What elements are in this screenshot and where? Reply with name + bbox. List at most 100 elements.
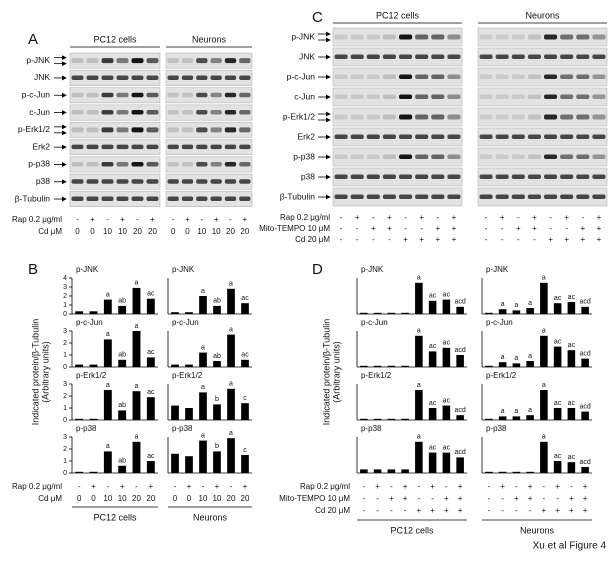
blot-band [181,144,194,150]
condition-value: + [452,235,457,244]
blot-band [196,196,208,202]
blot-band [224,58,237,64]
blot-band [415,154,429,159]
blot-band [196,75,208,80]
condition-value: + [555,506,560,515]
condition-value: - [135,482,138,491]
condition-value: 10 [213,494,222,503]
bar [185,364,193,367]
blot-band [224,92,237,98]
blot-band [210,75,222,80]
significance-label: ab [118,458,126,465]
bar [241,455,249,473]
condition-value: + [403,235,408,244]
bar [428,351,437,367]
blot-strip [477,167,608,187]
bar [553,408,562,420]
group-label: Neurons [520,525,555,535]
blot-strip [477,47,608,67]
blot-band [479,34,493,40]
blot-band [576,74,590,79]
significance-label: acd [454,299,465,306]
blot-band [495,34,509,40]
blot-band [447,174,461,179]
significance-label: acd [579,299,590,306]
blot-band [210,161,222,167]
blot-band [131,127,144,133]
blot-band [576,114,590,120]
bar [428,408,437,420]
blot-strip [165,87,253,104]
bar [360,365,368,367]
blot-band [527,134,541,139]
blot-band [239,127,251,133]
blot-band [544,134,558,139]
blot-band [382,74,396,79]
blot-band [527,194,541,199]
condition-value: - [390,506,393,515]
blot-band [382,34,396,40]
bar [485,312,493,314]
blot-strip [477,27,608,47]
bar [75,311,84,314]
blot-strip [165,52,253,69]
blot-strip [165,156,253,173]
bar [512,310,521,314]
bar [75,364,84,367]
condition-value: + [403,494,408,503]
condition-value: 20 [148,227,157,236]
significance-label: a [514,302,518,309]
significance-label: c [243,447,247,454]
significance-label: a [542,328,546,335]
blot-band [71,144,84,150]
condition-value: - [515,506,518,515]
blot-band [576,194,590,199]
row-label: p-JNK [26,55,50,65]
blot-band [511,174,525,179]
blot-band [196,161,208,167]
significance-label: ac [443,444,451,451]
blot-band [511,74,525,79]
bar [456,355,464,367]
blot-band [366,134,380,139]
bar [213,451,221,473]
y-tick-label: 1 [63,302,67,309]
blot-band [495,174,509,179]
blot-band [479,154,493,159]
blot-band [431,134,445,139]
blot-band [181,75,194,80]
blot-band [415,174,429,179]
blot-band [181,92,194,98]
significance-label: ac [241,352,249,359]
blot-band [576,34,590,40]
bar [567,350,576,367]
bar [227,388,235,420]
blot-band [431,174,445,179]
condition-value: + [532,213,537,222]
condition-value: - [76,215,79,224]
significance-label: a [229,430,233,437]
significance-label: a [135,323,139,330]
significance-label: ac [568,342,576,349]
bar [526,308,534,314]
bar [373,418,382,420]
blot-strip [332,187,463,207]
bar [241,403,249,420]
condition-value: + [542,506,547,515]
group-label: Neurons [525,10,560,20]
panel-label: A [28,31,38,48]
blot-band [415,94,429,99]
significance-label: a [528,407,532,414]
blot-band [382,114,396,120]
blot-band [71,161,84,167]
blot-band [415,194,429,199]
significance-label: ac [554,400,562,407]
blot-strip [69,191,161,207]
blot-band [495,54,509,59]
bar [428,452,437,473]
condition-value: + [214,215,219,224]
blot-band [196,179,208,184]
blot-band [511,194,525,199]
condition-value: - [501,235,504,244]
significance-label: acd [454,347,465,354]
